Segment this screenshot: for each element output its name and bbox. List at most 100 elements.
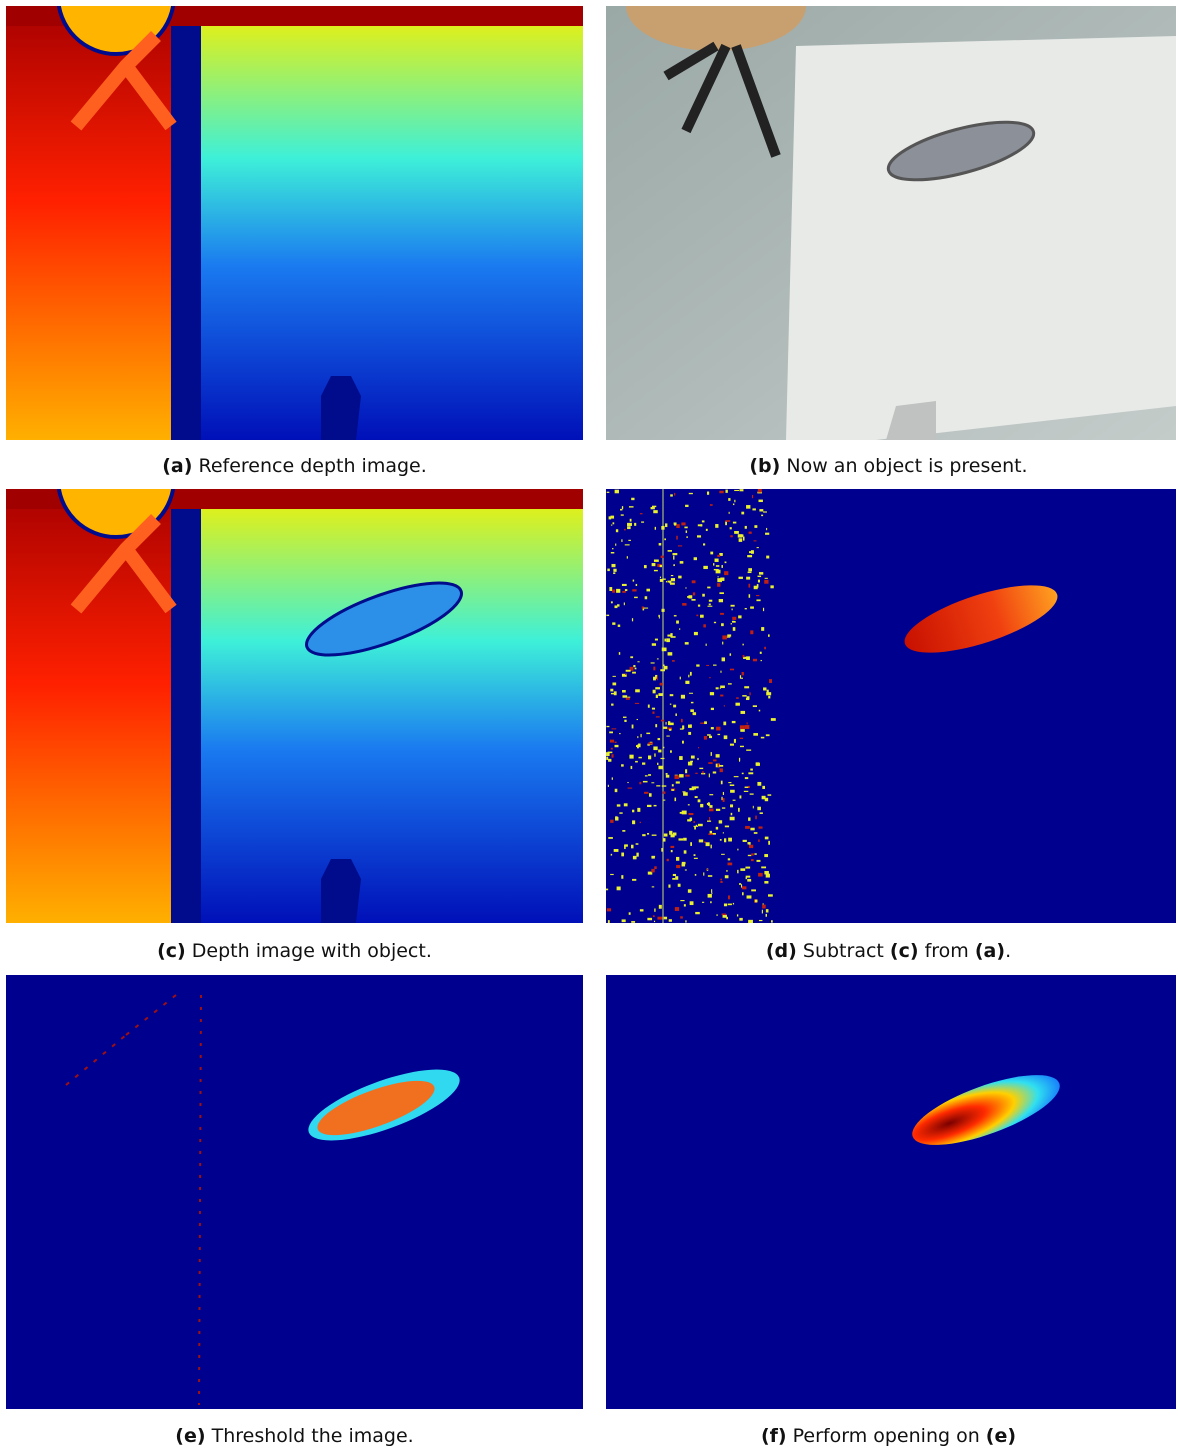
noise [620, 509, 622, 511]
noise [669, 729, 671, 731]
noise [765, 837, 769, 840]
noise [648, 705, 650, 708]
threshold-image [6, 975, 583, 1409]
noise [643, 781, 648, 783]
noise [672, 784, 674, 786]
noise [733, 522, 736, 524]
noise [612, 682, 616, 685]
noise [627, 526, 631, 529]
noise [676, 865, 680, 868]
noise [670, 494, 673, 496]
noise [672, 878, 675, 880]
noise [688, 732, 691, 735]
noise [610, 874, 614, 875]
noise [722, 657, 725, 661]
noise [687, 819, 691, 821]
caption: (a) Reference depth image. [6, 455, 583, 477]
noise [698, 799, 701, 802]
noise [730, 804, 733, 807]
noise [689, 813, 694, 815]
noise [740, 746, 744, 747]
noise [756, 860, 760, 862]
noise [627, 523, 632, 526]
noise [695, 796, 698, 798]
noise [653, 667, 655, 671]
noise [726, 870, 727, 872]
noise [742, 644, 743, 646]
noise [714, 622, 716, 623]
noise [659, 543, 662, 545]
noise [715, 559, 719, 562]
noise [723, 792, 724, 795]
caption: (d) Subtract (c) from (a). [600, 940, 1177, 962]
noise [726, 917, 728, 919]
noise [740, 729, 745, 732]
noise [710, 552, 713, 555]
noise [709, 600, 712, 602]
noise [745, 526, 747, 529]
noise [674, 522, 677, 524]
noise [655, 724, 657, 727]
noise [740, 738, 743, 739]
noise [685, 920, 686, 922]
noise [716, 915, 718, 916]
caption-text: Reference depth image. [198, 455, 426, 477]
noise [741, 884, 742, 887]
noise [706, 529, 708, 531]
noise [706, 665, 709, 666]
noise [662, 609, 665, 612]
noise [745, 826, 750, 829]
caption-label: (f) [761, 1425, 787, 1447]
noise [700, 804, 703, 807]
noise [676, 857, 679, 861]
noise [607, 569, 609, 572]
noise [771, 920, 773, 922]
noise [619, 733, 621, 734]
noise [703, 566, 708, 569]
noise [719, 491, 723, 493]
noise [615, 544, 616, 546]
noise [692, 580, 696, 583]
noise [724, 735, 728, 739]
noise [771, 718, 776, 721]
noise [730, 535, 732, 537]
noise [738, 577, 742, 579]
noise [725, 520, 730, 522]
noise [755, 816, 757, 820]
noise [633, 856, 637, 859]
noise [661, 556, 664, 558]
noise [612, 728, 617, 729]
noise [648, 743, 653, 745]
noise [651, 662, 655, 663]
noise [747, 555, 752, 557]
noise [755, 900, 758, 903]
noise [606, 752, 610, 756]
noise [625, 674, 626, 675]
noise [674, 798, 676, 802]
noise [698, 824, 703, 826]
caption-text: . [1005, 940, 1011, 962]
noise [614, 745, 618, 747]
noise [670, 583, 675, 585]
noise [759, 710, 760, 712]
noise [664, 666, 668, 669]
noise [636, 843, 639, 844]
noise [750, 769, 753, 771]
noise [608, 759, 611, 762]
noise [751, 853, 754, 855]
noise [702, 902, 704, 903]
noise [612, 589, 615, 592]
noise [625, 544, 630, 545]
caption-label: (e) [175, 1425, 205, 1447]
noise [764, 854, 768, 857]
noise [663, 665, 665, 667]
noise [676, 621, 679, 624]
noise [763, 511, 767, 512]
noise [750, 606, 754, 608]
noise [632, 672, 636, 674]
noise [633, 580, 634, 582]
noise [617, 804, 621, 806]
noise [658, 766, 663, 769]
noise [661, 848, 663, 852]
noise [720, 879, 722, 881]
